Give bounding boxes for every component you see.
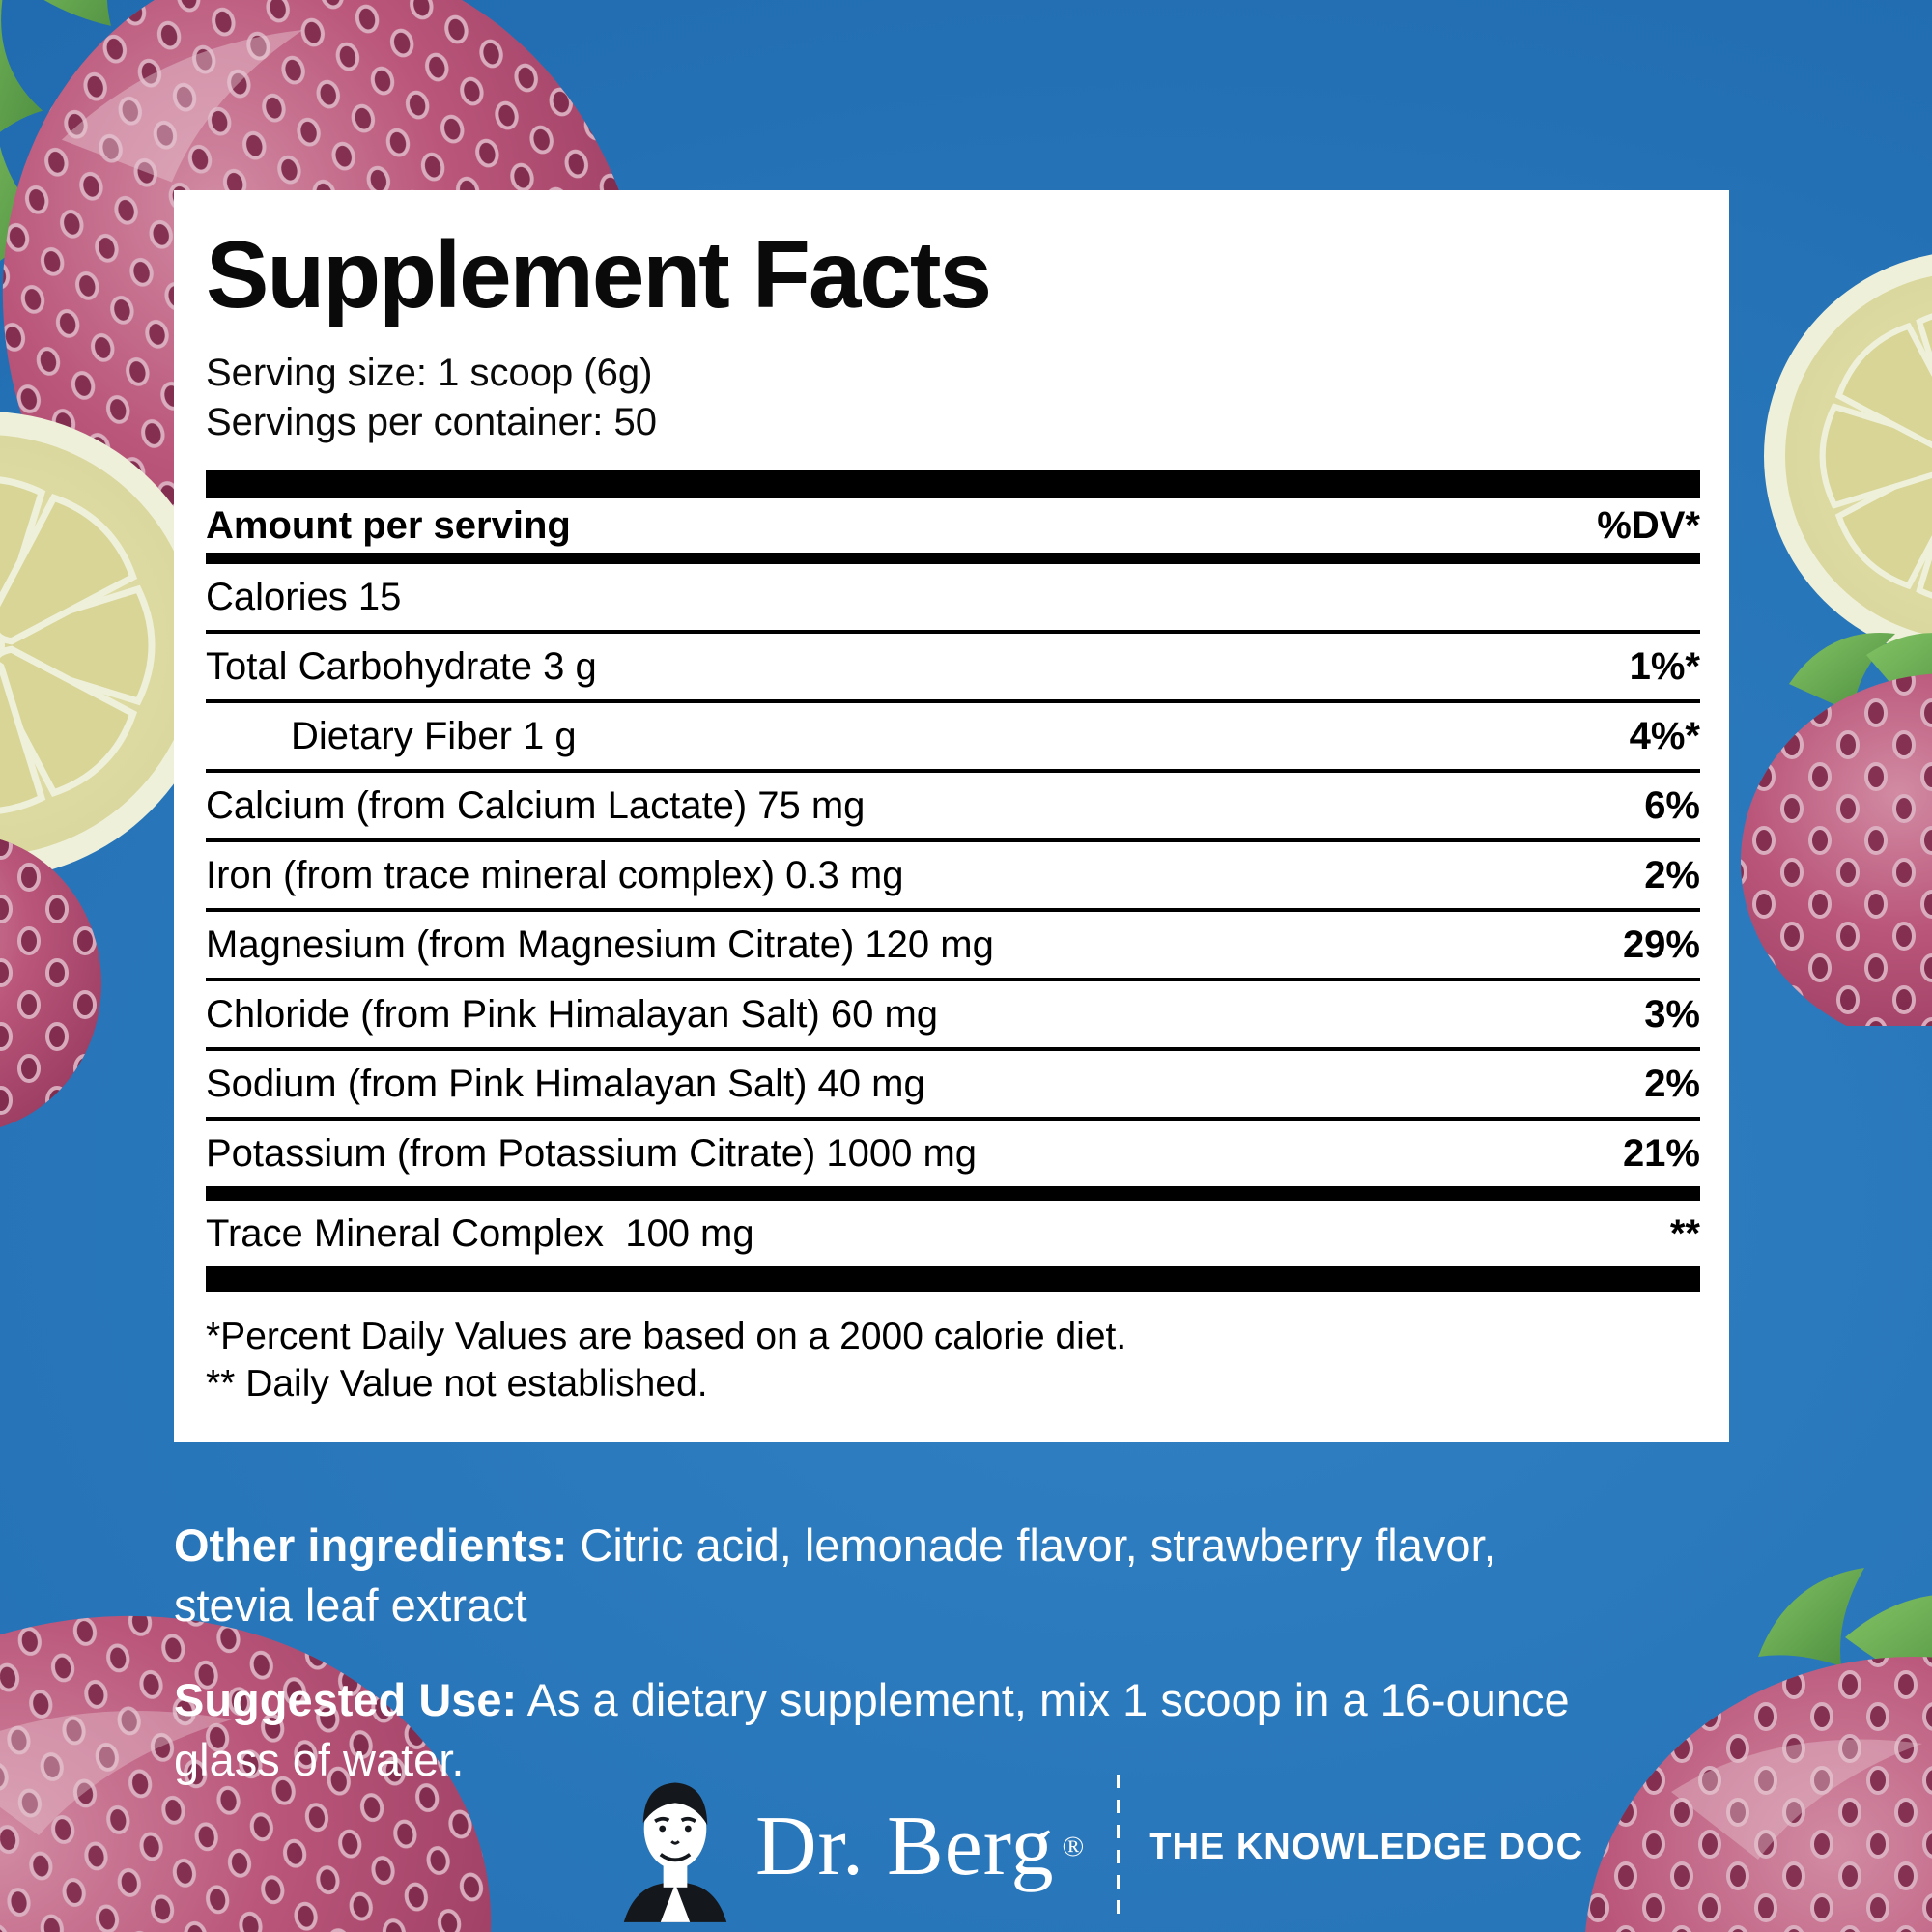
nutrient-dv: 2% <box>1644 1062 1700 1105</box>
table-top-rule <box>206 470 1700 498</box>
panel-title: Supplement Facts <box>206 221 992 327</box>
suggested-use-label: Suggested Use: <box>174 1674 518 1725</box>
facts-row: Dietary Fiber 1 g 4%* <box>206 703 1700 769</box>
nutrient-label: Iron (from trace mineral complex) 0.3 mg <box>206 853 904 896</box>
facts-row: Trace Mineral Complex 100 mg ** <box>206 1201 1700 1266</box>
brand-tagline: THE KNOWLEDGE DOC <box>1149 1826 1584 1867</box>
other-ingredients-paragraph: Other ingredients: Citric acid, lemonade… <box>174 1516 1613 1635</box>
registered-mark: ® <box>1062 1831 1085 1862</box>
footnotes: *Percent Daily Values are based on a 200… <box>206 1313 1700 1407</box>
supplement-facts-panel: Supplement Facts Serving size: 1 scoop (… <box>174 190 1729 1442</box>
facts-row: Calcium (from Calcium Lactate) 75 mg 6% <box>206 773 1700 838</box>
brand-lockup: Dr. Berg ® THE KNOWLEDGE DOC <box>620 1770 1583 1924</box>
nutrient-dv: 1%* <box>1629 644 1700 688</box>
strawberry-left-edge-image <box>0 839 101 1127</box>
dashed-divider <box>1117 1775 1121 1919</box>
row-divider <box>206 838 1700 842</box>
facts-row: Calories 15 <box>206 564 1700 630</box>
row-divider <box>206 769 1700 773</box>
facts-row: Sodium (from Pink Himalayan Salt) 40 mg … <box>206 1051 1700 1117</box>
dr-berg-face-icon <box>623 1782 727 1922</box>
nutrient-label: Chloride (from Pink Himalayan Salt) 60 m… <box>206 992 939 1036</box>
nutrient-label: Total Carbohydrate 3 g <box>206 644 597 688</box>
strawberry-bottom-left-image <box>0 1615 492 1932</box>
nutrient-label: Calories 15 <box>206 575 402 618</box>
row-divider <box>206 699 1700 703</box>
nutrient-label: Dietary Fiber 1 g <box>291 714 577 757</box>
nutrient-dv: 6% <box>1644 783 1700 827</box>
row-divider <box>206 908 1700 912</box>
serving-info: Serving size: 1 scoop (6g) Servings per … <box>206 349 1700 447</box>
table-bottom-rule <box>206 1266 1700 1292</box>
nutrient-dv: 4%* <box>1629 714 1700 757</box>
facts-row: Potassium (from Potassium Citrate) 1000 … <box>206 1121 1700 1186</box>
table-header-row: Amount per serving %DV* <box>206 498 1700 553</box>
nutrient-dv: 2% <box>1644 853 1700 896</box>
facts-row: Iron (from trace mineral complex) 0.3 mg… <box>206 842 1700 908</box>
facts-row: Magnesium (from Magnesium Citrate) 120 m… <box>206 912 1700 978</box>
row-divider <box>206 978 1700 981</box>
serving-size: Serving size: 1 scoop (6g) <box>206 352 653 394</box>
nutrient-label: Trace Mineral Complex 100 mg <box>206 1211 754 1255</box>
nutrient-dv: 3% <box>1644 992 1700 1036</box>
lemon-slice-right-image <box>1764 254 1932 658</box>
footnote-dv-not-established: ** Daily Value not established. <box>206 1363 708 1405</box>
nutrient-label: Sodium (from Pink Himalayan Salt) 40 mg <box>206 1062 925 1105</box>
other-ingredients-text: Citric acid, lemonade flavor, strawberry… <box>174 1520 1496 1631</box>
nutrient-dv: 29% <box>1622 923 1700 966</box>
servings-per-container: Servings per container: 50 <box>206 401 657 443</box>
nutrient-label: Magnesium (from Magnesium Citrate) 120 m… <box>206 923 994 966</box>
facts-row: Total Carbohydrate 3 g 1%* <box>206 634 1700 699</box>
other-ingredients-label: Other ingredients: <box>174 1520 568 1571</box>
header-amount-per-serving: Amount per serving <box>206 503 571 547</box>
suggested-use-text: As a dietary supplement, mix 1 scoop in … <box>174 1674 1570 1785</box>
row-divider <box>206 630 1700 634</box>
nutrient-label: Potassium (from Potassium Citrate) 1000 … <box>206 1131 978 1175</box>
header-bottom-rule <box>206 553 1700 564</box>
nutrient-dv: ** <box>1669 1211 1700 1255</box>
footnote-daily-values: *Percent Daily Values are based on a 200… <box>206 1316 1127 1357</box>
nutrient-dv: 21% <box>1622 1131 1700 1175</box>
row-divider <box>206 1117 1700 1121</box>
facts-row: Chloride (from Pink Himalayan Salt) 60 m… <box>206 981 1700 1047</box>
thick-divider <box>206 1186 1700 1201</box>
facts-rows: Calories 15 Total Carbohydrate 3 g 1%* D… <box>206 564 1700 1266</box>
row-divider <box>206 1047 1700 1051</box>
strawberry-bottom-right-image <box>1585 1568 1932 1932</box>
header-percent-dv: %DV* <box>1597 503 1700 547</box>
lemon-slice-left-image <box>0 412 219 879</box>
brand-name: Dr. Berg <box>755 1800 1055 1893</box>
strawberry-right-edge-image <box>1741 633 1932 1026</box>
suggested-use-paragraph: Suggested Use: As a dietary supplement, … <box>174 1670 1613 1790</box>
nutrient-label: Calcium (from Calcium Lactate) 75 mg <box>206 783 866 827</box>
